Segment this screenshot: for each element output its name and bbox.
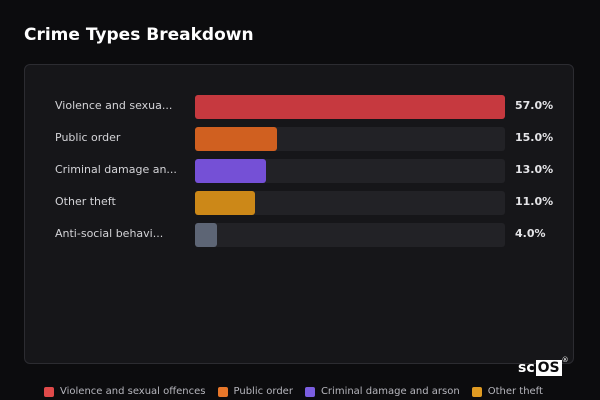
bar-row: Public order 15.0% [55, 127, 555, 151]
bar-track [195, 191, 505, 215]
watermark-logo: sc OS ® [518, 356, 569, 376]
legend-item[interactable]: Other theft [471, 386, 543, 397]
bar-track [195, 223, 505, 247]
bar-row: Other theft 11.0% [55, 191, 555, 215]
bar-value-label: 13.0% [515, 163, 554, 176]
legend-item[interactable]: Criminal damage and arson [304, 386, 460, 397]
bar-row: Criminal damage an... 13.0% [55, 159, 555, 183]
bar-row: Violence and sexua... 57.0% [55, 95, 555, 119]
chart-legend: Violence and sexual offences Public order… [44, 386, 543, 397]
bar-track [195, 159, 505, 183]
legend-label: Violence and sexual offences [60, 386, 206, 397]
bar-label: Other theft [55, 195, 116, 208]
bar-label: Anti-social behavi... [55, 227, 164, 240]
bar-track [195, 95, 505, 119]
legend-item[interactable]: Violence and sexual offences [44, 386, 206, 397]
bar-label: Criminal damage an... [55, 163, 177, 176]
bar-fill [195, 95, 505, 119]
bar-value-label: 15.0% [515, 131, 554, 144]
page-title: Crime Types Breakdown [24, 25, 254, 45]
bar-fill [195, 159, 266, 183]
bar-track [195, 127, 505, 151]
legend-label: Other theft [487, 386, 543, 397]
legend-swatch [217, 386, 228, 397]
chart-card: Violence and sexua... 57.0% Public order 15… [24, 64, 574, 364]
bar-fill [195, 127, 277, 151]
bar-label: Public order [55, 131, 121, 144]
bar-value-label: 11.0% [515, 195, 554, 208]
legend-swatch [304, 386, 315, 397]
legend-label: Public order [233, 386, 293, 397]
legend-swatch [471, 386, 482, 397]
bar-value-label: 4.0% [515, 227, 546, 240]
bar-fill [195, 223, 217, 247]
bar-label: Violence and sexua... [55, 99, 173, 112]
legend-label: Criminal damage and arson [320, 386, 460, 397]
bar-value-label: 57.0% [515, 99, 554, 112]
bar-fill [195, 191, 255, 215]
bar-row: Anti-social behavi... 4.0% [55, 223, 555, 247]
legend-item[interactable]: Public order [217, 386, 293, 397]
legend-swatch [44, 386, 54, 397]
